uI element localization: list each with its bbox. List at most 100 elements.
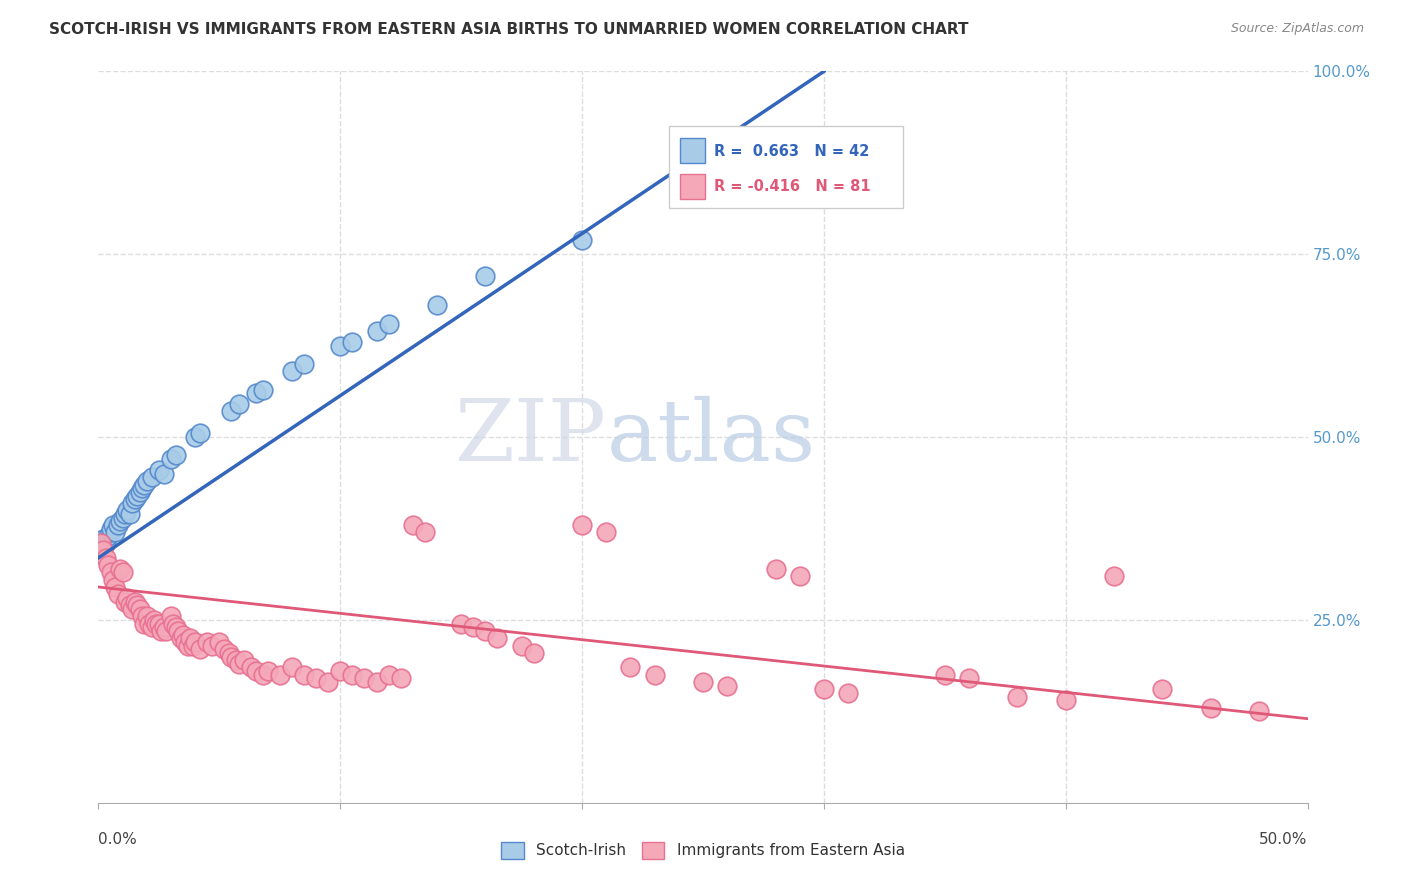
Point	[155, 624, 177, 638]
Point	[212, 642, 235, 657]
Point	[486, 632, 509, 646]
Point	[232, 653, 254, 667]
Point	[239, 660, 262, 674]
Text: atlas: atlas	[606, 395, 815, 479]
Point	[111, 566, 134, 580]
Point	[152, 467, 174, 481]
Point	[1007, 690, 1029, 704]
Point	[269, 667, 291, 681]
Point	[134, 477, 156, 491]
Point	[94, 536, 117, 550]
Point	[571, 517, 593, 532]
Point	[281, 660, 304, 674]
Point	[366, 324, 388, 338]
Point	[177, 639, 200, 653]
Point	[131, 481, 153, 495]
Legend: Scotch-Irish, Immigrants from Eastern Asia: Scotch-Irish, Immigrants from Eastern As…	[495, 836, 911, 864]
Point	[366, 675, 388, 690]
Point	[789, 569, 811, 583]
Point	[571, 233, 593, 247]
Point	[329, 338, 352, 352]
Point	[169, 632, 191, 646]
Point	[353, 672, 375, 686]
Point	[389, 672, 412, 686]
Point	[450, 616, 472, 631]
Point	[292, 357, 315, 371]
Point	[160, 609, 183, 624]
Point	[117, 503, 139, 517]
Point	[90, 536, 112, 550]
Point	[94, 550, 117, 565]
Point	[100, 521, 122, 535]
Point	[165, 448, 187, 462]
Point	[97, 529, 120, 543]
Point	[90, 536, 112, 550]
Point	[91, 533, 114, 547]
Point	[124, 492, 146, 507]
Point	[619, 660, 641, 674]
Point	[377, 667, 399, 681]
Point	[837, 686, 859, 700]
Point	[135, 474, 157, 488]
Point	[101, 573, 124, 587]
Point	[181, 639, 204, 653]
Point	[141, 620, 163, 634]
Text: ZIP: ZIP	[454, 395, 606, 479]
Point	[463, 620, 485, 634]
Point	[104, 525, 127, 540]
Text: 50.0%: 50.0%	[1260, 832, 1308, 847]
Point	[252, 667, 274, 681]
Point	[256, 664, 278, 678]
Point	[107, 517, 129, 532]
Point	[1054, 693, 1077, 707]
Point	[152, 620, 174, 634]
Point	[131, 609, 153, 624]
Point	[179, 632, 201, 646]
Point	[108, 514, 131, 528]
Point	[117, 591, 139, 605]
Point	[957, 672, 980, 686]
Point	[91, 543, 114, 558]
Point	[148, 616, 170, 631]
Point	[114, 507, 136, 521]
Point	[201, 639, 224, 653]
Point	[813, 682, 835, 697]
Point	[413, 525, 436, 540]
Point	[150, 624, 173, 638]
Point	[342, 667, 364, 681]
Point	[188, 426, 211, 441]
Point	[107, 587, 129, 601]
Point	[108, 562, 131, 576]
Text: SCOTCH-IRISH VS IMMIGRANTS FROM EASTERN ASIA BIRTHS TO UNMARRIED WOMEN CORRELATI: SCOTCH-IRISH VS IMMIGRANTS FROM EASTERN …	[49, 22, 969, 37]
Point	[195, 635, 218, 649]
Point	[305, 672, 328, 686]
Point	[145, 616, 167, 631]
Point	[141, 470, 163, 484]
Point	[644, 667, 666, 681]
Point	[134, 616, 156, 631]
Point	[692, 181, 714, 195]
Point	[292, 667, 315, 681]
Point	[1249, 705, 1271, 719]
Point	[121, 496, 143, 510]
Point	[316, 675, 339, 690]
Point	[97, 558, 120, 573]
Point	[167, 624, 190, 638]
Point	[143, 613, 166, 627]
Point	[342, 334, 364, 349]
Point	[228, 397, 250, 411]
Point	[329, 664, 352, 678]
Point	[228, 657, 250, 671]
Point	[138, 616, 160, 631]
Text: Source: ZipAtlas.com: Source: ZipAtlas.com	[1230, 22, 1364, 36]
Point	[135, 609, 157, 624]
Text: R = -0.416   N = 81: R = -0.416 N = 81	[714, 179, 870, 194]
Point	[221, 404, 243, 418]
Point	[523, 646, 546, 660]
Point	[245, 386, 267, 401]
Point	[160, 452, 183, 467]
Point	[426, 298, 449, 312]
Point	[245, 664, 267, 678]
Point	[377, 317, 399, 331]
Point	[127, 599, 149, 613]
